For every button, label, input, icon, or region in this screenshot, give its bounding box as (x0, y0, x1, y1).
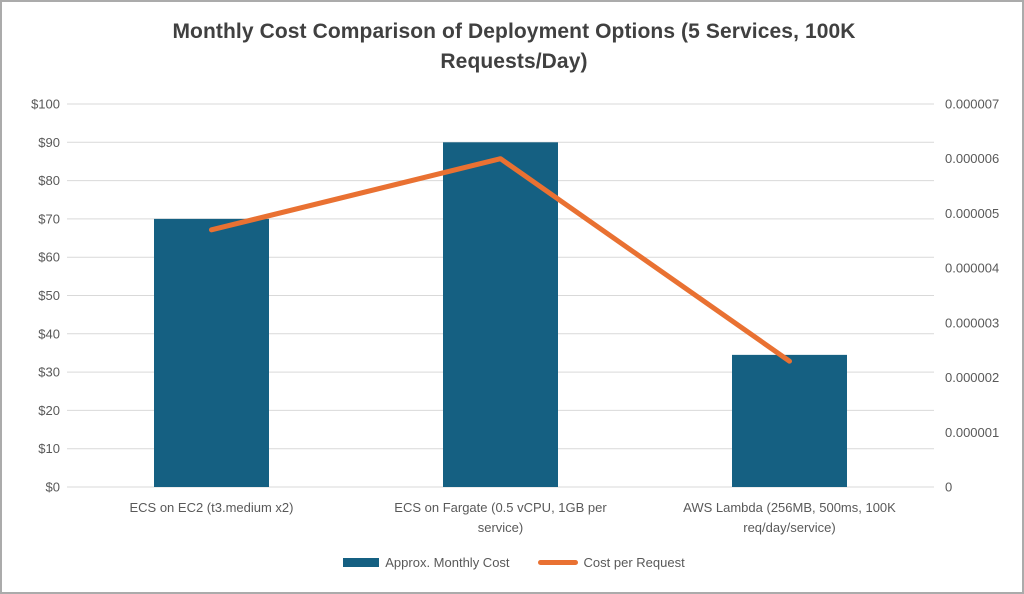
legend-item-monthly-cost: Approx. Monthly Cost (343, 555, 510, 570)
bar-0 (154, 218, 269, 487)
left-axis-tick-label: $0 (46, 480, 60, 495)
bar-series-swatch-icon (343, 558, 380, 567)
chart-title: Monthly Cost Comparison of Deployment Op… (172, 20, 856, 74)
left-axis-tick-label: $60 (38, 250, 60, 265)
right-axis-tick-label: 0.000007 (945, 97, 999, 112)
left-axis-tick-label: $70 (38, 211, 60, 226)
right-axis-tick-label: 0.000005 (945, 206, 999, 221)
left-axis-tick-label: $90 (38, 135, 60, 150)
left-axis-tick-label: $80 (38, 173, 60, 188)
right-axis-tick-label: 0.000006 (945, 151, 999, 166)
bar-2 (732, 354, 847, 487)
legend: Approx. Monthly Cost Cost per Request (2, 555, 1022, 570)
right-axis-tick-label: 0 (945, 480, 952, 495)
right-axis-tick-label: 0.000002 (945, 370, 999, 385)
x-axis-label-1: ECS on Fargate (0.5 vCPU, 1GB per servic… (394, 500, 607, 536)
left-axis-tick-label: $100 (31, 97, 60, 112)
left-axis-tick-label: $20 (38, 403, 60, 418)
x-axis-label-0: ECS on EC2 (t3.medium x2) (129, 500, 294, 515)
left-axis-tick-label: $10 (38, 441, 60, 456)
left-axis-tick-label: $30 (38, 365, 60, 380)
left-axis-tick-label: $40 (38, 326, 60, 341)
x-axis-label-2: AWS Lambda (256MB, 500ms, 100K req/day/s… (683, 500, 896, 536)
bar-1 (443, 142, 558, 488)
legend-item-cost-per-request: Cost per Request (537, 555, 685, 570)
right-axis-tick-label: 0.000004 (945, 261, 999, 276)
line-series-swatch-icon (537, 560, 578, 565)
legend-label-cost-per-request: Cost per Request (583, 555, 685, 570)
right-axis-tick-label: 0.000001 (945, 425, 999, 440)
right-axis-tick-label: 0.000003 (945, 315, 999, 330)
cost-per-request-line (209, 156, 792, 364)
legend-label-monthly-cost: Approx. Monthly Cost (385, 555, 510, 570)
left-axis-tick-label: $50 (38, 288, 60, 303)
